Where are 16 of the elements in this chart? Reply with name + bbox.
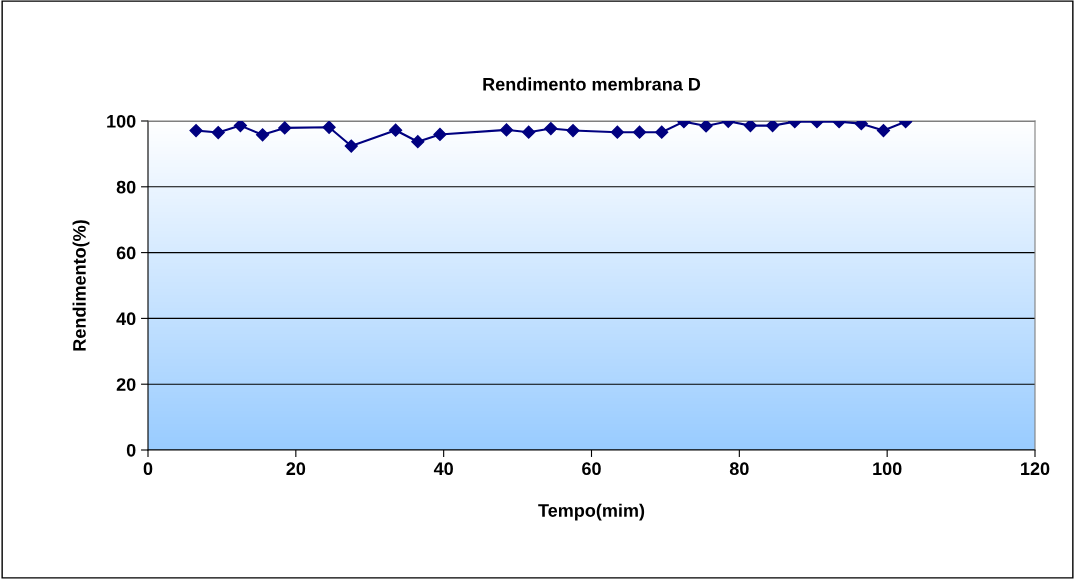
y-axis-title: Rendimento(%) [72,220,90,351]
y-tick-label: 40 [116,312,136,326]
y-tick-label: 100 [107,114,136,128]
x-tick-label: 40 [433,462,453,476]
y-tick-label: 20 [116,378,136,391]
x-tick-label: 80 [729,462,749,476]
x-tick-label: 20 [286,462,306,476]
y-tick-label: 80 [116,180,136,194]
x-tick-label: 100 [873,462,902,476]
x-tick-label: 0 [143,462,153,476]
x-tick-label: 120 [1021,462,1050,476]
y-tick-label: 60 [116,246,136,260]
x-tick-label: 60 [582,462,601,476]
x-axis-title: Tempo(mim) [538,503,645,521]
chart-title: Rendimento membrana D [483,77,701,91]
y-tick-label: 0 [126,443,136,457]
